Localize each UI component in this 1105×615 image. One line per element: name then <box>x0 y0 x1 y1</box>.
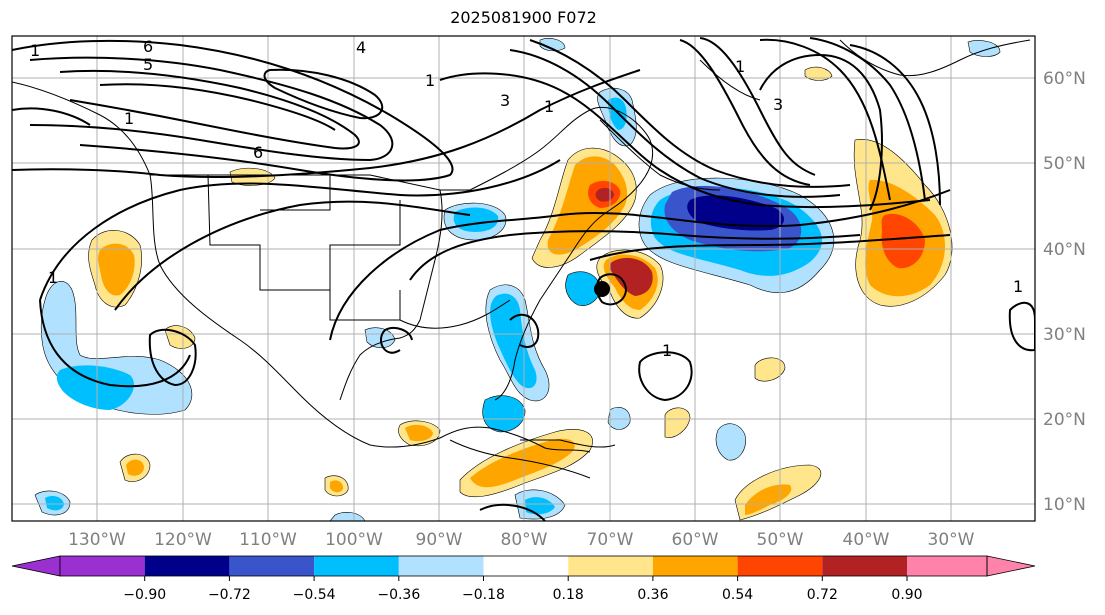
contour-label: 3 <box>500 91 510 110</box>
colorbar-tick-label: 0.54 <box>722 587 753 603</box>
colorbar-bin <box>314 556 399 576</box>
map-panel: 6 5 4 6 1 3 1 1 1 1 1 3 1 1 <box>12 36 1035 521</box>
contour-label: 6 <box>253 143 263 162</box>
lon-label: 130°W <box>68 530 126 550</box>
colorbar-tick-label: −0.72 <box>208 587 251 603</box>
storm-center-marker <box>594 281 610 297</box>
colorbar-extend-high <box>986 555 1036 577</box>
contour-label: 4 <box>356 38 366 57</box>
colorbar-tick-label: 0.36 <box>637 587 668 603</box>
colorbar-tick-label: 0.72 <box>807 587 838 603</box>
colorbar-bin <box>398 556 484 576</box>
contour-label: 1 <box>735 57 745 76</box>
map-frame <box>11 35 1036 522</box>
colorbar-bin <box>144 556 230 576</box>
colorbar-extend-low <box>11 555 61 577</box>
colorbar-bin <box>907 556 987 576</box>
longitude-labels: 130°W 120°W 110°W 100°W 90°W 80°W 70°W 6… <box>68 530 975 550</box>
colorbar-bin <box>822 556 907 576</box>
lat-label: 60°N <box>1043 69 1086 89</box>
contour-label: 1 <box>124 109 134 128</box>
colorbar-tick-label: −0.90 <box>123 587 166 603</box>
lon-label: 120°W <box>154 530 212 550</box>
lon-label: 80°W <box>501 530 548 550</box>
contour-label: 1 <box>30 41 40 60</box>
lon-label: 90°W <box>416 530 463 550</box>
plot-title: 2025081900 F072 <box>450 8 597 27</box>
colorbar-bin <box>229 556 315 576</box>
contour-label: 1 <box>544 97 554 116</box>
contour-lines <box>12 37 1035 521</box>
contour-label: 3 <box>773 95 783 114</box>
colorbar-bin <box>483 556 569 576</box>
contour-label: 1 <box>425 71 435 90</box>
latitude-labels: 60°N 50°N 40°N 30°N 20°N 10°N <box>1043 69 1086 515</box>
contour-label: 1 <box>662 341 672 360</box>
lat-label: 10°N <box>1043 495 1086 515</box>
contour-label: 6 <box>143 37 153 56</box>
lon-label: 70°W <box>587 530 634 550</box>
contour-label: 1 <box>48 268 58 287</box>
colorbar-bin <box>652 556 738 576</box>
colorbar-bin <box>60 556 145 576</box>
lon-label: 30°W <box>928 530 975 550</box>
colorbar-tick-label: 0.90 <box>891 587 922 603</box>
contour-label: 5 <box>143 55 153 74</box>
contour-label: 1 <box>1013 277 1023 296</box>
colorbar-tick-label: 0.18 <box>553 587 584 603</box>
lon-label: 40°W <box>843 530 890 550</box>
lon-label: 110°W <box>239 530 297 550</box>
colorbar-bin <box>568 556 653 576</box>
colorbar: −0.90 −0.72 −0.54 −0.36 −0.18 0.18 0.36 … <box>11 555 1036 603</box>
lon-label: 60°W <box>672 530 719 550</box>
lat-label: 20°N <box>1043 410 1086 430</box>
lon-label: 50°W <box>757 530 804 550</box>
colorbar-tick-label: −0.36 <box>377 587 420 603</box>
lat-label: 30°N <box>1043 325 1086 345</box>
coastlines <box>12 39 1031 479</box>
colorbar-bin <box>737 556 823 576</box>
contour-label-group: 6 5 4 6 1 3 1 1 1 1 1 3 1 1 <box>30 37 1023 360</box>
colorbar-tick-label: −0.54 <box>293 587 336 603</box>
lat-label: 50°N <box>1043 154 1086 174</box>
colorbar-tick-label: −0.18 <box>462 587 505 603</box>
lat-label: 40°N <box>1043 240 1086 260</box>
lon-label: 100°W <box>325 530 383 550</box>
